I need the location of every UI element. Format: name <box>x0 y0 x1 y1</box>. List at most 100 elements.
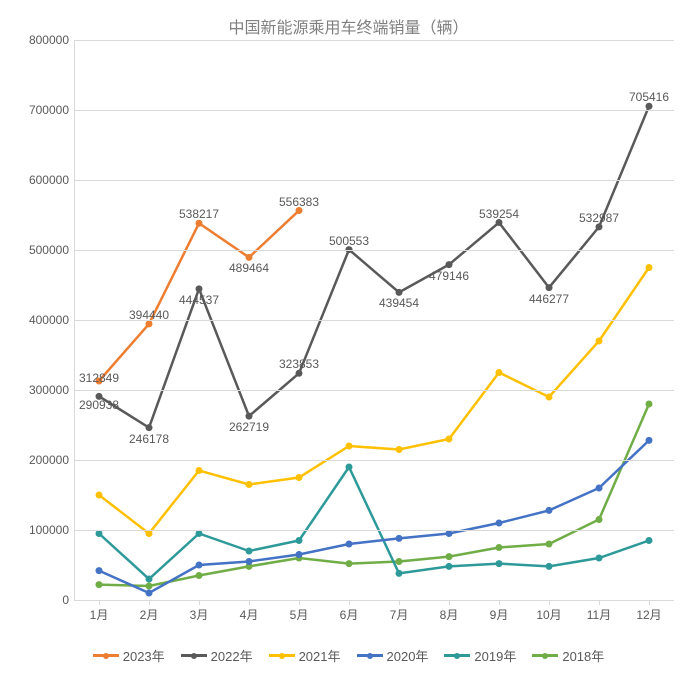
x-tick <box>599 600 600 605</box>
x-tick <box>99 600 100 605</box>
series-marker <box>496 560 503 567</box>
series-marker <box>246 413 253 420</box>
series-marker <box>346 443 353 450</box>
x-axis-label: 3月 <box>190 606 209 623</box>
x-tick <box>449 600 450 605</box>
series-marker <box>496 520 503 527</box>
y-axis-label: 300000 <box>9 383 69 397</box>
x-tick <box>349 600 350 605</box>
series-marker <box>96 567 103 574</box>
series-marker <box>596 485 603 492</box>
data-label: 262719 <box>229 420 269 434</box>
x-axis-label: 10月 <box>536 606 561 623</box>
series-marker <box>196 285 203 292</box>
data-label: 444537 <box>179 293 219 307</box>
legend-swatch <box>269 654 295 657</box>
series-marker <box>246 548 253 555</box>
x-axis-label: 2月 <box>140 606 159 623</box>
series-marker <box>596 338 603 345</box>
series-marker <box>396 570 403 577</box>
y-axis-label: 200000 <box>9 453 69 467</box>
legend: 2023年 2022年 2021年 2020年 2019年 2018年 <box>0 645 697 665</box>
series-marker <box>596 555 603 562</box>
series-marker <box>346 560 353 567</box>
series-marker <box>396 558 403 565</box>
series-marker <box>646 437 653 444</box>
legend-item: 2018年 <box>532 646 604 665</box>
series-marker <box>96 581 103 588</box>
x-tick <box>299 600 300 605</box>
series-marker <box>196 572 203 579</box>
x-tick <box>199 600 200 605</box>
x-axis-label: 6月 <box>340 606 359 623</box>
series-marker <box>96 492 103 499</box>
legend-label: 2020年 <box>387 646 429 665</box>
y-axis-label: 600000 <box>9 173 69 187</box>
grid-line <box>74 180 674 181</box>
legend-label: 2022年 <box>211 646 253 665</box>
series-marker <box>596 516 603 523</box>
series-marker <box>396 535 403 542</box>
legend-label: 2019年 <box>474 646 516 665</box>
legend-label: 2021年 <box>299 646 341 665</box>
series-marker <box>446 563 453 570</box>
grid-line <box>74 530 674 531</box>
data-label: 539254 <box>479 207 519 221</box>
grid-line <box>74 250 674 251</box>
series-marker <box>146 424 153 431</box>
series-marker <box>546 563 553 570</box>
series-marker <box>146 576 153 583</box>
series-marker <box>496 369 503 376</box>
y-axis-label: 400000 <box>9 313 69 327</box>
series-marker <box>96 530 103 537</box>
legend-swatch <box>93 654 119 657</box>
data-label: 446277 <box>529 292 569 306</box>
series-marker <box>146 583 153 590</box>
data-label: 394440 <box>129 308 169 322</box>
x-tick <box>249 600 250 605</box>
series-marker <box>646 264 653 271</box>
series-marker <box>396 446 403 453</box>
x-axis-label: 9月 <box>490 606 509 623</box>
series-marker <box>246 481 253 488</box>
grid-line <box>74 110 674 111</box>
data-label: 323853 <box>279 357 319 371</box>
series-marker <box>346 464 353 471</box>
x-tick <box>149 600 150 605</box>
series-marker <box>546 394 553 401</box>
x-tick <box>399 600 400 605</box>
series-marker <box>296 551 303 558</box>
data-label: 246178 <box>129 432 169 446</box>
series-marker <box>146 530 153 537</box>
series-marker <box>146 590 153 597</box>
x-axis-label: 12月 <box>636 606 661 623</box>
y-axis-label: 700000 <box>9 103 69 117</box>
series-line <box>99 404 649 586</box>
data-label: 290938 <box>79 398 119 412</box>
data-label: 532987 <box>579 211 619 225</box>
data-label: 439454 <box>379 296 419 310</box>
legend-label: 2018年 <box>562 646 604 665</box>
chart-container: 中国新能源乘用车终端销量（辆） 2023年2022年2021年2020年2019… <box>0 0 697 685</box>
x-axis-label: 8月 <box>440 606 459 623</box>
series-line <box>99 440 649 593</box>
series-marker <box>646 401 653 408</box>
x-axis-label: 11月 <box>587 606 611 623</box>
series-marker <box>196 467 203 474</box>
legend-item: 2022年 <box>181 646 253 665</box>
series-marker <box>246 254 253 261</box>
legend-item: 2023年 <box>93 646 165 665</box>
data-label: 538217 <box>179 207 219 221</box>
series-marker <box>496 544 503 551</box>
series-marker <box>346 541 353 548</box>
series-marker <box>646 537 653 544</box>
data-label: 705416 <box>629 90 669 104</box>
x-tick <box>499 600 500 605</box>
data-label: 312849 <box>79 371 119 385</box>
series-marker <box>396 289 403 296</box>
series-marker <box>446 261 453 268</box>
y-axis-label: 0 <box>9 593 69 607</box>
series-marker <box>446 553 453 560</box>
series-line <box>99 268 649 534</box>
grid-line <box>74 40 674 41</box>
